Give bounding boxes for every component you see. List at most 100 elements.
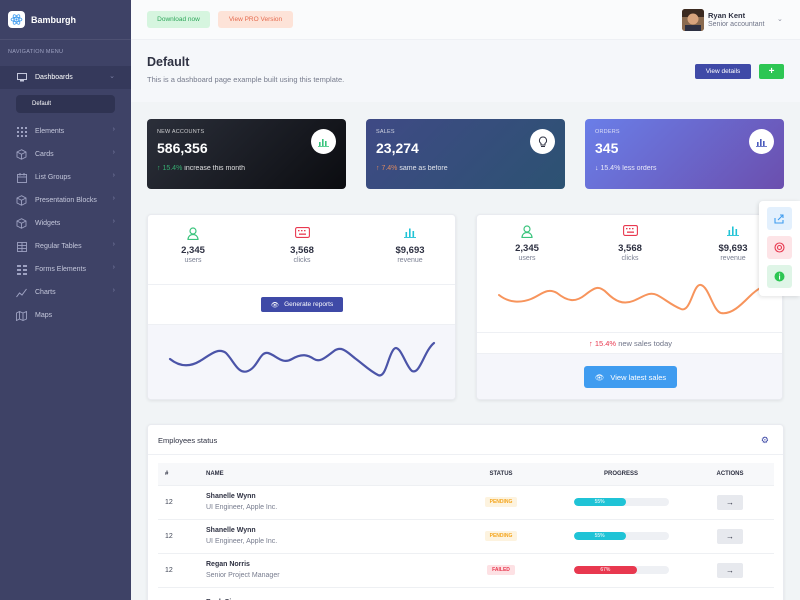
sidebar-item-label: Charts [35,289,56,296]
info-icon[interactable] [767,265,792,288]
chart-icon [16,287,27,298]
user-icon [148,227,243,241]
stat-card-sales: Sales 23,274 ↑ 7.4% same as before [366,119,565,189]
sidebar-item-label: Dashboards [35,74,73,81]
sidebar-item-regular-tables[interactable]: Regular Tables › [0,235,131,258]
add-button[interactable]: + [759,64,784,79]
download-now-button[interactable]: Download now [147,11,210,28]
metric-label: users [518,255,536,262]
employee-cell: Shanelle Wynn UI Engineer, Apple Inc. [206,518,446,553]
metric-revenue: $9,693 revenue [683,225,782,262]
chevron-down-icon[interactable]: ⌄ [777,16,783,23]
stat-footer: ↑ 7.4% same as before [376,165,555,172]
user-name[interactable]: Ryan Kent [708,11,746,20]
sidebar-item-label: Elements [35,128,65,135]
progress-cell: 67% [556,552,686,587]
sidebar-item-maps[interactable]: Maps [0,304,131,327]
bar-chart-icon [683,225,782,239]
column-header: # [158,463,206,485]
table-row: 12 Shanelle Wynn UI Engineer, Apple Inc. PE… [158,518,774,553]
view-latest-sales-button[interactable]: 👁 View latest sales [584,366,677,388]
eye-icon: 👁 [270,301,280,309]
sales-today-text: new sales today [618,339,672,348]
sidebar-item-widgets[interactable]: Widgets › [0,212,131,235]
grid-icon [16,264,27,275]
employee-role: UI Engineer, Apple Inc. [206,538,278,545]
arrow-right-icon[interactable]: → [717,562,743,578]
sidebar-subitem-default[interactable]: Default [16,95,115,113]
stat-label: Sales [376,129,395,135]
chevron-right-icon: › [112,172,115,179]
metric-label: revenue [720,255,746,262]
employee-cell: Regan Norris Senior Project Manager [206,552,446,587]
status-cell: FAILED [446,552,556,587]
metric-value: 2,345 [515,243,539,254]
metric-value: $9,693 [395,245,425,256]
progress-bar: 67% [573,566,669,574]
generate-reports-button[interactable]: 👁 Generate reports [261,297,343,312]
sparkline-chart [168,341,436,377]
stat-card-new-accounts: New Accounts 586,356 ↑ 15.4% increase th… [147,119,346,189]
monitor-icon [16,72,27,83]
row-id: 12 [158,552,206,587]
support-icon[interactable] [767,236,792,259]
metric-clicks: 3,568 clicks [580,225,680,262]
arrow-right-icon[interactable]: → [717,494,743,510]
table-row: 12 Shanelle Wynn UI Engineer, Apple Inc. PE… [158,484,774,519]
progress-bar: 55% [573,532,669,540]
employee-role: Senior Project Manager [206,572,280,579]
chevron-right-icon: › [112,287,115,294]
column-header: Name [206,463,446,485]
progress-fill: 55% [573,498,626,506]
eye-icon: 👁 [594,372,605,382]
card-title: Employees status [158,436,218,445]
sidebar-item-dashboards[interactable]: Dashboards ⌄ [0,66,131,89]
keyboard-icon [252,227,352,241]
sidebar-item-charts[interactable]: Charts › [0,281,131,304]
employees-status-card: Employees status ⚙ # Name Status Progres… [147,424,784,600]
metrics-card-left: 2,345 users 3,568 clicks $9,693 revenue … [147,214,456,400]
sidebar-item-list-groups[interactable]: List Groups › [0,166,131,189]
view-pro-button[interactable]: View PRO Version [218,11,293,28]
nav-heading: Navigation Menu [8,49,64,55]
employees-table: # Name Status Progress Actions 12 Shanell… [158,463,774,600]
actions-cell [686,586,774,600]
metric-value: $9,693 [718,243,748,254]
view-details-button[interactable]: View details [695,64,751,79]
stat-change: 7.4% [381,165,398,172]
arrow-down-icon: ↓ [595,165,599,172]
calendar-icon [16,172,27,183]
sales-today-pct: 15.4% [594,339,617,348]
sparkline-chart [498,282,782,315]
user-icon [477,225,577,239]
arrow-right-icon[interactable]: → [717,528,743,544]
share-icon[interactable] [767,207,792,230]
avatar[interactable] [682,9,704,31]
cube-icon [16,195,27,206]
sidebar-item-elements[interactable]: Elements › [0,120,131,143]
sidebar-item-presentation-blocks[interactable]: Presentation Blocks › [0,189,131,212]
sidebar-item-label: Regular Tables [35,243,82,250]
brand-name: Bamburgh [31,14,76,25]
brand[interactable]: Bamburgh [0,0,131,40]
sidebar-item-cards[interactable]: Cards › [0,143,131,166]
chevron-right-icon: › [112,241,115,248]
divider [477,332,782,333]
chevron-right-icon: › [112,126,115,133]
column-header: Status [446,463,556,485]
button-label: View latest sales [610,372,667,382]
react-logo-icon [8,11,25,28]
metric-value: 3,568 [290,245,314,256]
chevron-right-icon: › [112,149,115,156]
stat-footer: ↑ 15.4% increase this month [157,165,336,172]
status-cell: PENDING [446,518,556,553]
stat-label: New Accounts [157,129,205,135]
metric-label: clicks [621,255,639,262]
sidebar-item-forms-elements[interactable]: Forms Elements › [0,258,131,281]
page-title: Default [147,55,190,69]
progress-cell [556,586,686,600]
gear-icon[interactable]: ⚙ [760,435,769,445]
stat-value: 23,274 [376,140,419,156]
sidebar-item-label: Presentation Blocks [35,197,97,204]
stat-change: 15.4% [600,165,621,172]
